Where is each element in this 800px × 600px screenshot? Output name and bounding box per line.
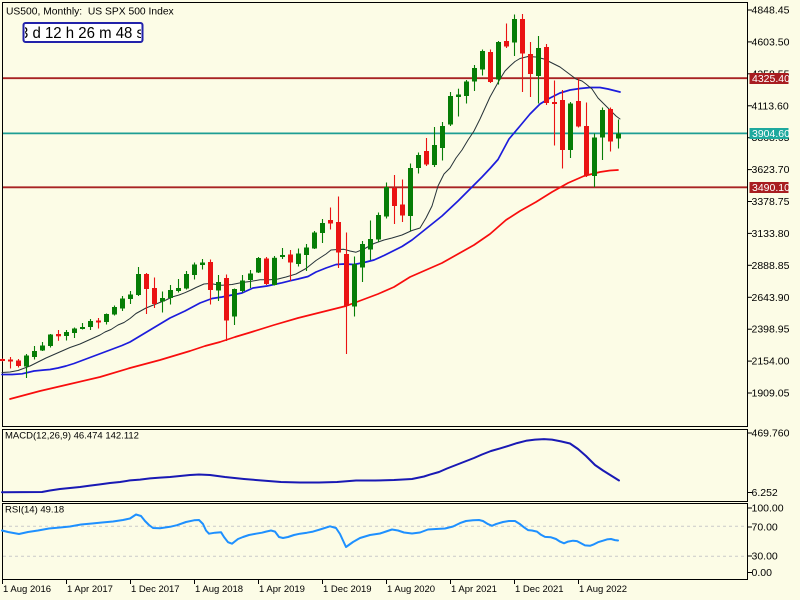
svg-text:1 Apr 2017: 1 Apr 2017 (67, 584, 113, 595)
svg-text:1909.05: 1909.05 (752, 388, 790, 400)
svg-text:3490.10: 3490.10 (752, 182, 790, 194)
svg-text:1 Dec 2017: 1 Dec 2017 (131, 584, 180, 595)
svg-text:US500, Monthly: US SPX 500 In: US500, Monthly: US SPX 500 Index (6, 7, 175, 18)
svg-text:1 Dec 2021: 1 Dec 2021 (515, 584, 564, 595)
svg-text:0.00: 0.00 (752, 567, 773, 579)
svg-text:1 Aug 2016: 1 Aug 2016 (3, 584, 51, 595)
svg-text:2398.95: 2398.95 (752, 324, 790, 336)
svg-text:4325.40: 4325.40 (752, 73, 790, 85)
svg-text:4113.60: 4113.60 (752, 100, 789, 112)
svg-text:4848.45: 4848.45 (752, 5, 790, 17)
svg-text:1 Aug 2018: 1 Aug 2018 (195, 584, 243, 595)
svg-text:1 Aug 2022: 1 Aug 2022 (579, 584, 627, 595)
svg-text:4603.50: 4603.50 (752, 36, 790, 48)
svg-text:3623.70: 3623.70 (752, 164, 790, 176)
svg-text:2643.90: 2643.90 (752, 292, 790, 304)
svg-text:1 Aug 2020: 1 Aug 2020 (387, 584, 435, 595)
svg-text:1 Dec 2019: 1 Dec 2019 (323, 584, 372, 595)
svg-text:3904.60: 3904.60 (752, 128, 790, 140)
svg-text:469.760: 469.760 (752, 428, 790, 440)
svg-text:1 Apr 2019: 1 Apr 2019 (259, 584, 305, 595)
svg-text:70.00: 70.00 (752, 522, 778, 534)
svg-text:3378.75: 3378.75 (752, 196, 790, 208)
svg-text:100.00: 100.00 (752, 503, 784, 515)
svg-text:2154.00: 2154.00 (752, 356, 790, 368)
svg-text:3133.80: 3133.80 (752, 228, 790, 240)
svg-text:2888.85: 2888.85 (752, 260, 790, 272)
svg-text:30.00: 30.00 (752, 551, 778, 563)
svg-text:RSI(14) 49.18: RSI(14) 49.18 (5, 505, 64, 516)
svg-text:1 Apr 2021: 1 Apr 2021 (451, 584, 497, 595)
svg-text:3 d 12 h 26 m 48 s: 3 d 12 h 26 m 48 s (20, 25, 144, 42)
svg-text:MACD(12,26,9) 46.474 142.112: MACD(12,26,9) 46.474 142.112 (5, 431, 139, 442)
svg-text:6.252: 6.252 (752, 487, 778, 499)
